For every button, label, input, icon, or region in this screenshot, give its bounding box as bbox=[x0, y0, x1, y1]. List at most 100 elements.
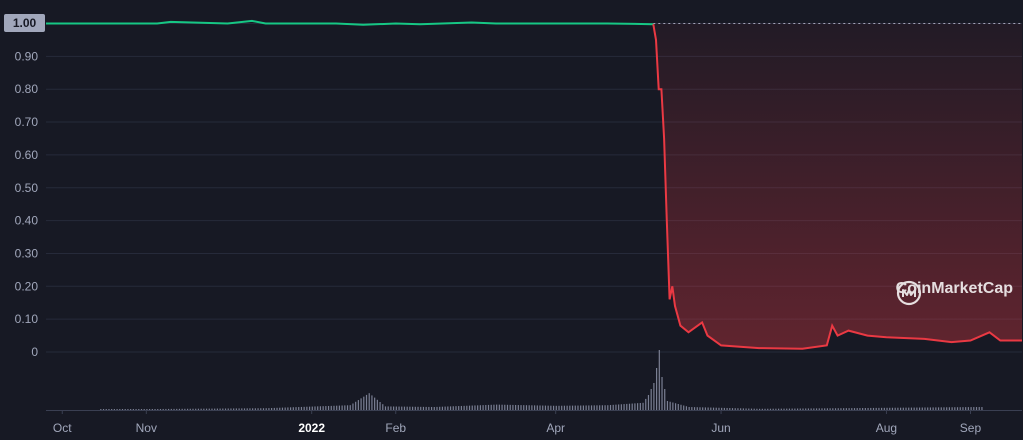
volume-bar bbox=[298, 407, 300, 410]
volume-bar bbox=[498, 404, 500, 410]
volume-bar bbox=[707, 407, 709, 410]
volume-bar bbox=[479, 405, 481, 410]
volume-bar bbox=[490, 404, 492, 410]
volume-bar bbox=[962, 407, 964, 410]
volume-bar bbox=[656, 368, 658, 410]
volume-bar bbox=[650, 389, 652, 410]
volume-bar bbox=[271, 408, 273, 410]
volume-bar bbox=[647, 395, 650, 410]
volume-bar bbox=[688, 407, 690, 410]
volume-bar bbox=[821, 408, 823, 410]
volume-bar bbox=[788, 408, 791, 410]
volume-bar bbox=[195, 408, 197, 410]
volume-bar bbox=[734, 408, 736, 410]
volume-bar bbox=[235, 408, 237, 410]
volume-bar bbox=[943, 407, 945, 410]
x-tick-label: Oct bbox=[53, 421, 72, 435]
volume-bar bbox=[932, 407, 934, 410]
volume-bar bbox=[683, 405, 685, 410]
volume-bar bbox=[978, 407, 980, 410]
volume-bar bbox=[870, 407, 872, 410]
volume-bar bbox=[520, 405, 522, 410]
volume-bar bbox=[712, 407, 715, 410]
volume-bar bbox=[620, 404, 622, 410]
y-tick-label: 0.90 bbox=[15, 49, 39, 63]
volume-bars bbox=[100, 350, 983, 410]
volume-bar bbox=[474, 405, 476, 410]
volume-bar bbox=[468, 405, 471, 410]
volume-bar bbox=[441, 406, 444, 410]
volume-bar bbox=[921, 407, 923, 410]
volume-bar bbox=[173, 408, 175, 410]
volume-bar bbox=[935, 407, 937, 410]
volume-bar bbox=[674, 403, 677, 410]
volume-bar bbox=[428, 406, 430, 410]
volume-bar bbox=[284, 407, 286, 410]
volume-bar bbox=[740, 408, 742, 410]
volume-bar bbox=[384, 406, 387, 410]
volume-bar bbox=[954, 407, 956, 410]
volume-bar bbox=[322, 406, 324, 410]
volume-bar bbox=[276, 407, 278, 410]
volume-bar bbox=[918, 407, 921, 410]
volume-bar bbox=[544, 405, 547, 410]
volume-bar bbox=[826, 408, 828, 410]
volume-bar bbox=[905, 407, 907, 410]
volume-bar bbox=[132, 409, 134, 410]
volume-bar bbox=[186, 408, 189, 410]
volume-bar bbox=[845, 408, 847, 410]
volume-bar bbox=[558, 405, 560, 410]
volume-bar bbox=[509, 404, 511, 410]
volume-bar bbox=[406, 406, 408, 410]
volume-bar bbox=[965, 407, 967, 410]
volume-bar bbox=[290, 407, 292, 410]
volume-bar bbox=[425, 406, 427, 410]
volume-bar bbox=[130, 409, 132, 410]
price-area bbox=[653, 23, 1022, 349]
volume-bar bbox=[818, 408, 820, 410]
volume-bar bbox=[718, 407, 720, 410]
volume-bar bbox=[181, 408, 183, 410]
volume-bar bbox=[767, 408, 769, 410]
volume-bar bbox=[900, 407, 902, 410]
volume-bar bbox=[138, 409, 140, 410]
volume-bar bbox=[292, 407, 294, 410]
volume-bar bbox=[295, 407, 297, 410]
volume-bar bbox=[333, 405, 335, 410]
volume-bar bbox=[761, 408, 763, 410]
volume-bar bbox=[436, 406, 438, 410]
y-tick-label: 0 bbox=[31, 345, 38, 359]
volume-bar bbox=[205, 408, 208, 410]
volume-bar bbox=[449, 406, 452, 410]
volume-bar bbox=[368, 393, 370, 410]
volume-bar bbox=[238, 408, 240, 410]
volume-bar bbox=[637, 403, 639, 410]
volume-bar bbox=[265, 408, 267, 410]
volume-bar bbox=[536, 405, 538, 410]
volume-bar bbox=[596, 405, 598, 410]
volume-bar bbox=[628, 403, 631, 410]
volume-bar bbox=[149, 409, 151, 410]
volume-bar bbox=[252, 408, 254, 410]
volume-bar bbox=[810, 408, 812, 410]
volume-bar bbox=[105, 409, 107, 410]
volume-bar bbox=[702, 407, 704, 410]
volume-bar bbox=[794, 408, 796, 410]
volume-bar bbox=[924, 407, 926, 410]
volume-bar bbox=[151, 409, 153, 410]
volume-bar bbox=[452, 406, 454, 410]
volume-bar bbox=[851, 408, 853, 410]
volume-bar bbox=[552, 405, 555, 410]
volume-bar bbox=[872, 407, 875, 410]
y-tick-label: 0.10 bbox=[15, 312, 39, 326]
volume-bar bbox=[303, 406, 305, 410]
volume-bar bbox=[840, 408, 842, 410]
volume-bar bbox=[561, 405, 563, 410]
volume-bar bbox=[455, 406, 457, 410]
volume-bar bbox=[834, 408, 837, 410]
y-tick-label: 0.80 bbox=[15, 82, 39, 96]
current-price-tag: 1.00 bbox=[4, 14, 45, 32]
volume-bar bbox=[403, 406, 406, 410]
